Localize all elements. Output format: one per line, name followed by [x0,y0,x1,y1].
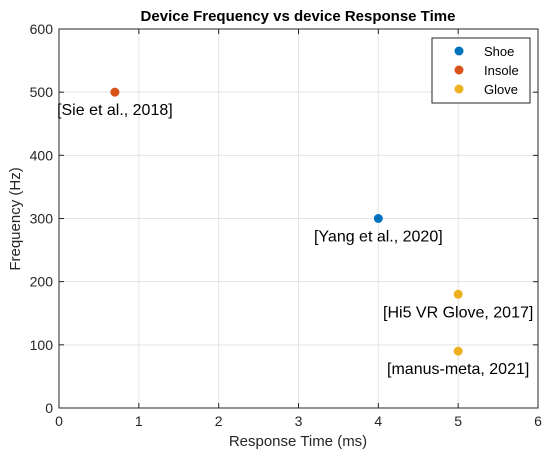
y-tick-label: 600 [30,21,54,37]
legend-box [431,37,531,104]
y-tick-label: 200 [30,274,54,290]
data-point-glove [453,289,463,299]
legend-entry-label: Glove [484,82,518,97]
x-tick-label: 3 [295,413,303,429]
x-tick-label: 2 [215,413,223,429]
legend-marker-glove [454,84,464,94]
y-tick-label: 400 [30,147,54,163]
legend: Shoe Insole Glove [431,37,531,104]
y-tick-label: 300 [30,211,54,227]
y-axis-label: Frequency (Hz) [7,167,24,270]
point-annotation: [Yang et al., 2020] [314,229,443,246]
x-axis-label: Response Time (ms) [229,433,367,450]
y-tick-label: 500 [30,84,54,100]
point-annotation: [Hi5 VR Glove, 2017] [383,304,533,321]
legend-marker-shoe [454,46,464,56]
x-tick-label: 0 [55,413,63,429]
x-tick-label: 5 [454,413,462,429]
point-annotation: [Sie et al., 2018] [57,102,173,119]
ticks: 0 1 2 3 4 5 6 0 100 200 300 400 500 600 [30,21,542,429]
point-annotation: [manus-meta, 2021] [387,361,529,378]
data-point-shoe [373,214,383,223]
data-point-glove [453,346,463,356]
legend-entry-label: Insole [484,63,519,78]
x-tick-label: 6 [534,413,542,429]
x-tick-label: 1 [135,413,143,429]
legend-entry-label: Shoe [484,44,514,59]
x-tick-label: 4 [374,413,382,429]
y-tick-label: 100 [30,337,54,353]
data-points [110,87,463,356]
point-annotations: [Yang et al., 2020] [Sie et al., 2018] [Hi… [57,102,533,378]
chart-title: Device Frequency vs device Response Time [141,8,456,25]
legend-marker-insole [454,65,464,75]
y-tick-label: 0 [45,400,53,416]
data-point-insole [110,87,120,97]
